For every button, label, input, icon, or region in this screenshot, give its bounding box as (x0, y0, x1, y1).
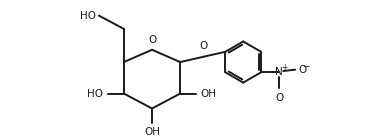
Text: O: O (299, 65, 307, 75)
Text: N: N (275, 67, 283, 77)
Text: O: O (275, 93, 284, 103)
Text: +: + (281, 63, 288, 72)
Text: O: O (148, 35, 156, 45)
Text: O: O (199, 41, 208, 51)
Text: OH: OH (144, 127, 160, 137)
Text: −: − (302, 61, 309, 70)
Text: HO: HO (87, 89, 103, 99)
Text: OH: OH (201, 89, 217, 99)
Text: HO: HO (80, 11, 96, 21)
